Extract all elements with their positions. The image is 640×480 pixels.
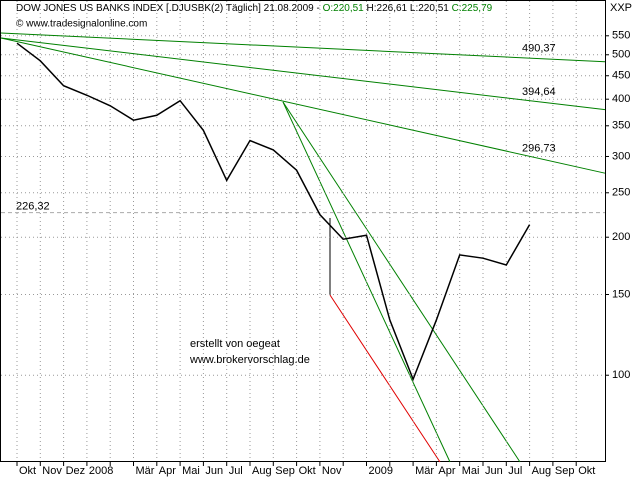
y-tick-label: 250 [612,187,630,199]
trend-label: 394,64 [522,86,556,98]
trend-label: 490,37 [522,43,556,55]
header-part: H:226,61 L:220,51 [364,3,452,14]
trend-line [282,101,521,463]
y-tick-label: 200 [612,231,630,243]
header-part: C:225,79 [452,3,493,14]
y-tick-label: 100 [612,369,630,381]
x-tick-label: Apr [438,465,455,477]
trend-label: 296,73 [522,143,556,155]
price-line [16,42,531,382]
x-tick-label: Jul [508,465,522,477]
header-part: DOW JONES US BANKS INDEX [.DJUSBK(2) Täg… [16,3,323,14]
annotation: www.brokervorschlag.de [189,354,310,366]
x-tick-label: Aug [252,465,272,477]
y-tick-label: 450 [612,70,630,82]
x-tick-label: Apr [159,465,176,477]
x-tick-label: Mär [415,465,434,477]
plot-frame [0,0,606,462]
trend-line [0,32,606,63]
trend-line [329,294,441,463]
header-part: O:220,51 [323,3,365,14]
x-tick-label: Mai [182,465,200,477]
x-tick-label: Okt [19,465,36,477]
annotation: erstellt von oegeat [190,338,280,350]
x-tick-label: Mär [136,465,155,477]
axis-name: XXP [610,2,632,14]
chart-header: DOW JONES US BANKS INDEX [.DJUSBK(2) Täg… [16,3,493,14]
x-tick-label: Jun [485,465,503,477]
y-tick-label: 400 [612,93,630,105]
source: © www.tradesignalonline.com [16,19,147,30]
x-tick-label: Sep [555,465,575,477]
level-label: 226,32 [16,201,50,213]
trend-line [282,101,451,463]
x-tick-label: Jul [229,465,243,477]
x-tick-label: Okt [578,465,595,477]
x-tick-label: Dez [66,465,86,477]
x-tick-label: Aug [532,465,552,477]
y-tick-label: 500 [612,49,630,61]
x-tick-label: Nov [42,465,62,477]
x-tick-label: Mai [462,465,480,477]
trend-line [0,37,606,111]
x-tick-label: 2008 [89,465,113,477]
y-tick-label: 550 [612,30,630,42]
x-tick-label: Jun [205,465,223,477]
x-tick-label: 2009 [369,465,393,477]
trend-line [0,37,606,174]
x-tick-label: Nov [322,465,342,477]
x-tick-label: Okt [299,465,316,477]
x-tick-label: Sep [275,465,295,477]
y-tick-label: 150 [612,288,630,300]
y-tick-label: 350 [612,120,630,132]
y-tick-label: 300 [612,150,630,162]
